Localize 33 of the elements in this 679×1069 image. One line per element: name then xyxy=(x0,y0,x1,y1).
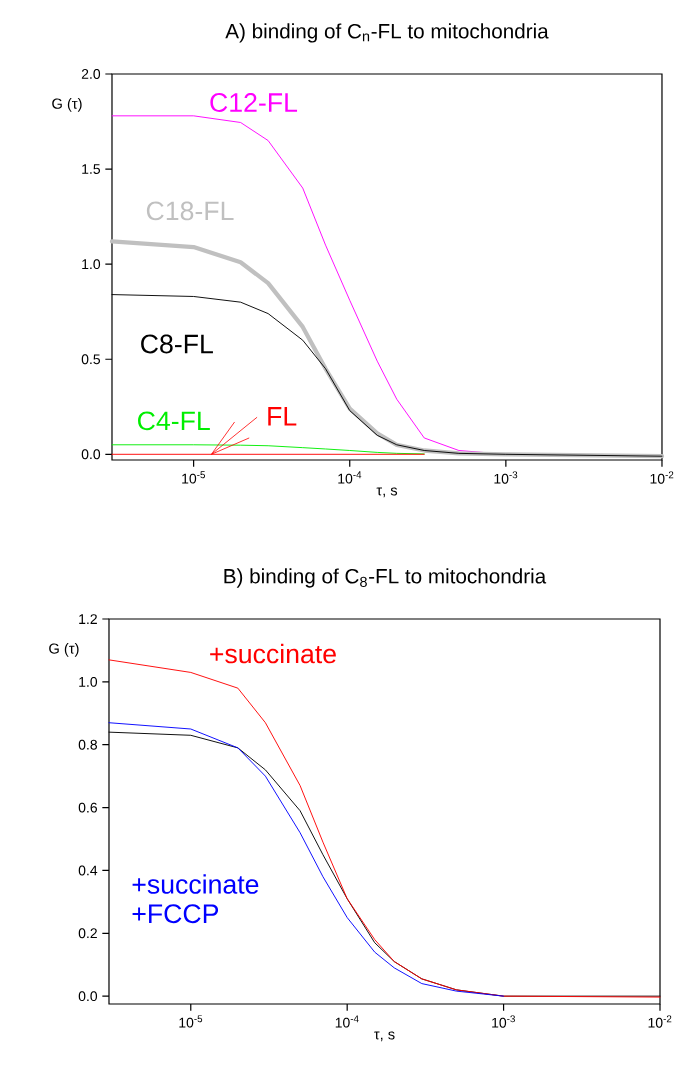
y-tick-label: 0.8 xyxy=(78,739,98,750)
series-label: +succinate xyxy=(210,643,336,664)
y-tick-label: 1.2 xyxy=(79,614,97,624)
x-tick-label: 10$^{-5}$ xyxy=(179,1015,203,1028)
y-tick-label: 0.0 xyxy=(78,991,98,1002)
y-tick-label: 2.0 xyxy=(81,69,101,79)
y-tick-label: 0.5 xyxy=(81,354,101,365)
legend-label: C8-FL xyxy=(141,334,213,354)
x-tick-label: 10$^{-4}$ xyxy=(338,471,362,484)
x-axis-title: τ, s xyxy=(374,1031,395,1042)
chart-title: B) binding of C$_{8}$-FL to mitochondria xyxy=(224,568,547,588)
x-axis-title: τ, s xyxy=(376,487,398,498)
x-tick-label: 10$^{-4}$ xyxy=(335,1015,359,1028)
y-axis-title: G (τ) xyxy=(49,642,79,657)
x-tick-label: 10$^{-3}$ xyxy=(492,1015,516,1028)
y-axis-title: G (τ) xyxy=(52,98,82,112)
y-tick-label: 0.4 xyxy=(78,865,98,876)
y-tick-label: 0.6 xyxy=(78,802,98,813)
y-tick-label: 0.2 xyxy=(78,928,97,939)
x-tick-label: 10$^{-2}$ xyxy=(650,471,674,484)
x-tick-label: 10$^{-2}$ xyxy=(648,1015,672,1028)
series-label: C18-FL xyxy=(146,201,234,221)
x-tick-label: 10$^{-5}$ xyxy=(182,471,206,484)
series-label: FL xyxy=(268,407,297,426)
text: +succinate +FCCP xyxy=(132,874,259,924)
y-tick-label: 1.5 xyxy=(82,164,101,174)
y-tick-label: 1.0 xyxy=(79,676,98,687)
chart-title: A) binding of C$_{n}$-FL to mitochondria xyxy=(225,23,549,43)
y-tick-label: 1.0 xyxy=(82,259,101,270)
series-label: C4-FL xyxy=(138,411,210,431)
x-tick-label: 10$^{-3}$ xyxy=(494,471,518,484)
series-label: C12-FL xyxy=(210,93,298,112)
y-tick-label: 0.0 xyxy=(81,449,101,460)
